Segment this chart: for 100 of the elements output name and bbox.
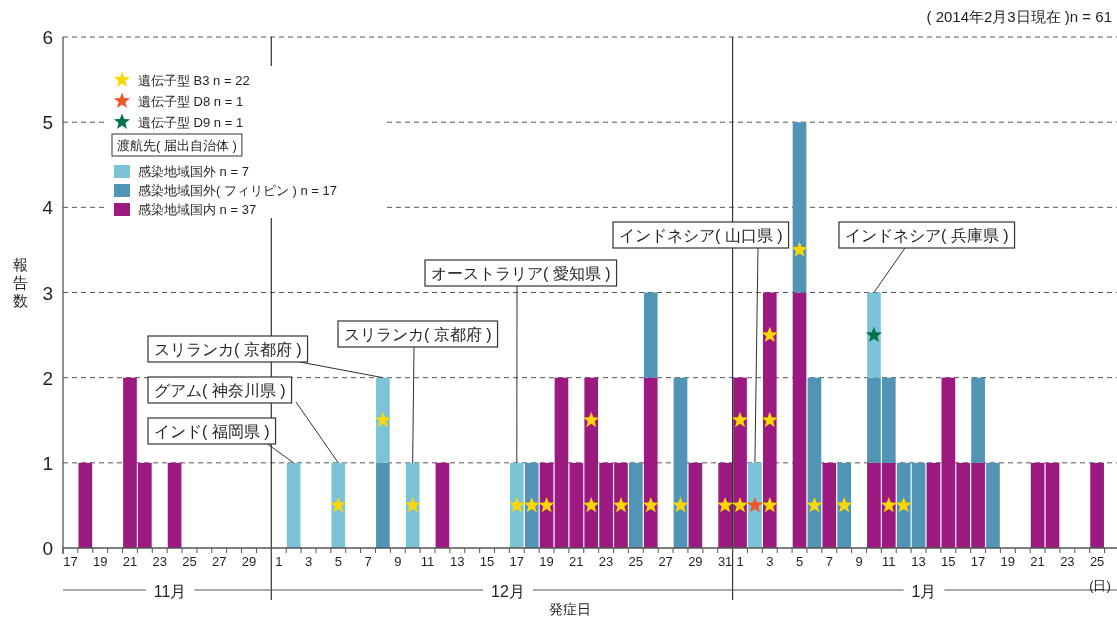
x-tick-label: 23	[152, 554, 167, 569]
bar	[673, 377, 688, 548]
x-tick-label: 15	[941, 554, 956, 569]
annotation: インドネシア( 山口県 )	[612, 221, 790, 464]
y-tick-label: 3	[42, 282, 53, 304]
bar	[807, 377, 822, 548]
bar	[1030, 462, 1045, 548]
x-tick-label: 5	[795, 554, 804, 569]
x-tick-label: 27	[212, 554, 227, 569]
annotation: 11月	[145, 581, 195, 601]
y-tick-label: 1	[42, 452, 53, 474]
x-tick-label: 7	[364, 554, 372, 569]
point	[583, 411, 600, 428]
annotation: インドネシア( 兵庫県 )	[845, 227, 1009, 244]
y-axis-title: 報告数	[12, 256, 28, 309]
y-tick-label: 2	[42, 367, 53, 389]
bar	[867, 292, 881, 378]
annotation: 12月	[483, 581, 533, 601]
bar	[78, 462, 93, 548]
bar	[762, 292, 777, 548]
point	[761, 411, 778, 428]
annotation: インドネシア( 山口県 )	[619, 227, 783, 244]
annotation: スリランカ( 京都府 )	[337, 320, 499, 464]
bar	[376, 377, 390, 463]
annotation: 1月	[903, 581, 945, 601]
legend-label: 感染地域国外 n = 7	[138, 164, 249, 179]
point	[761, 496, 778, 513]
bar	[524, 462, 539, 548]
x-tick-label: 1	[736, 554, 744, 569]
annotation: グアム( 神奈川県 )	[154, 382, 286, 399]
point	[731, 411, 749, 428]
x-tick-label: 11	[420, 554, 435, 569]
point	[761, 326, 778, 342]
x-tick-label: 1	[275, 554, 283, 569]
x-tick-label: 11	[882, 554, 896, 569]
x-tick-label: 5	[334, 554, 342, 569]
point	[538, 496, 555, 513]
bar	[629, 462, 643, 548]
bar	[1090, 462, 1104, 548]
x-tick-label: 17	[63, 554, 78, 569]
bar	[331, 462, 346, 548]
point	[612, 496, 630, 513]
x-tick-label: 9	[394, 554, 402, 569]
point	[791, 241, 808, 257]
x-tick-label: 21	[122, 554, 138, 569]
x-tick-label: 17	[970, 554, 986, 569]
annotation: オーストラリア( 愛知県 )	[431, 265, 611, 282]
x-tick-label: 25	[1089, 554, 1105, 569]
point	[583, 496, 600, 513]
chart-title: ( 2014年2月3日現在 )n = 61	[926, 8, 1112, 25]
x-tick-label: 19	[1000, 554, 1016, 569]
y-tick-label: 4	[42, 197, 54, 219]
x-tick-label: 27	[658, 554, 673, 569]
x-tick-label: 13	[450, 554, 465, 569]
point	[330, 496, 347, 513]
legend-label: 遺伝子型 D9 n = 1	[138, 115, 244, 130]
bar	[643, 377, 658, 548]
bar	[792, 122, 807, 293]
point	[895, 496, 912, 513]
legend-title: 渡航先( 届出自治体 )	[117, 138, 237, 153]
bar	[792, 292, 807, 548]
x-tick-label: 31	[717, 554, 733, 569]
x-tick-label: 19	[539, 554, 554, 569]
x-tick-label: 21	[1030, 554, 1045, 569]
legend-label: 感染地域国外( フィリピン ) n = 17	[138, 183, 337, 198]
bar	[837, 462, 852, 548]
annotation: (日)	[1089, 578, 1111, 593]
x-tick-label: 29	[688, 554, 703, 569]
x-tick-label: 7	[825, 554, 833, 569]
y-tick-label: 0	[42, 538, 53, 559]
bar	[643, 292, 658, 378]
x-tick-label: 3	[304, 554, 313, 569]
y-tick-label: 5	[42, 112, 53, 134]
annotation: インド( 福岡県 )	[147, 417, 295, 464]
bar	[435, 462, 450, 548]
y-tick-label: 6	[42, 27, 53, 48]
x-tick-label: 13	[911, 554, 926, 569]
point	[806, 496, 823, 513]
point	[508, 496, 525, 513]
bar	[376, 462, 390, 548]
bar	[1045, 462, 1060, 548]
x-tick-label: 19	[92, 554, 108, 569]
point	[731, 496, 749, 513]
point	[374, 411, 391, 428]
annotation: スリランカ( 京都府 )	[154, 341, 302, 358]
x-tick-label: 3	[766, 554, 774, 569]
bar	[167, 462, 182, 548]
legend-label: 感染地域国内 n = 37	[138, 202, 257, 217]
x-tick-label: 17	[509, 554, 525, 569]
bar	[971, 377, 985, 463]
annotation: インドネシア( 兵庫県 )	[838, 221, 1016, 293]
bar	[822, 462, 837, 548]
bar	[554, 377, 569, 548]
x-tick-label: 21	[569, 554, 584, 569]
legend-label: 遺伝子型 B3 n = 22	[138, 73, 250, 88]
x-tick-label: 9	[855, 554, 863, 569]
x-tick-label: 23	[598, 554, 614, 569]
bar	[986, 462, 1000, 548]
point	[523, 496, 540, 513]
legend-label: 遺伝子型 D8 n = 1	[138, 94, 244, 109]
